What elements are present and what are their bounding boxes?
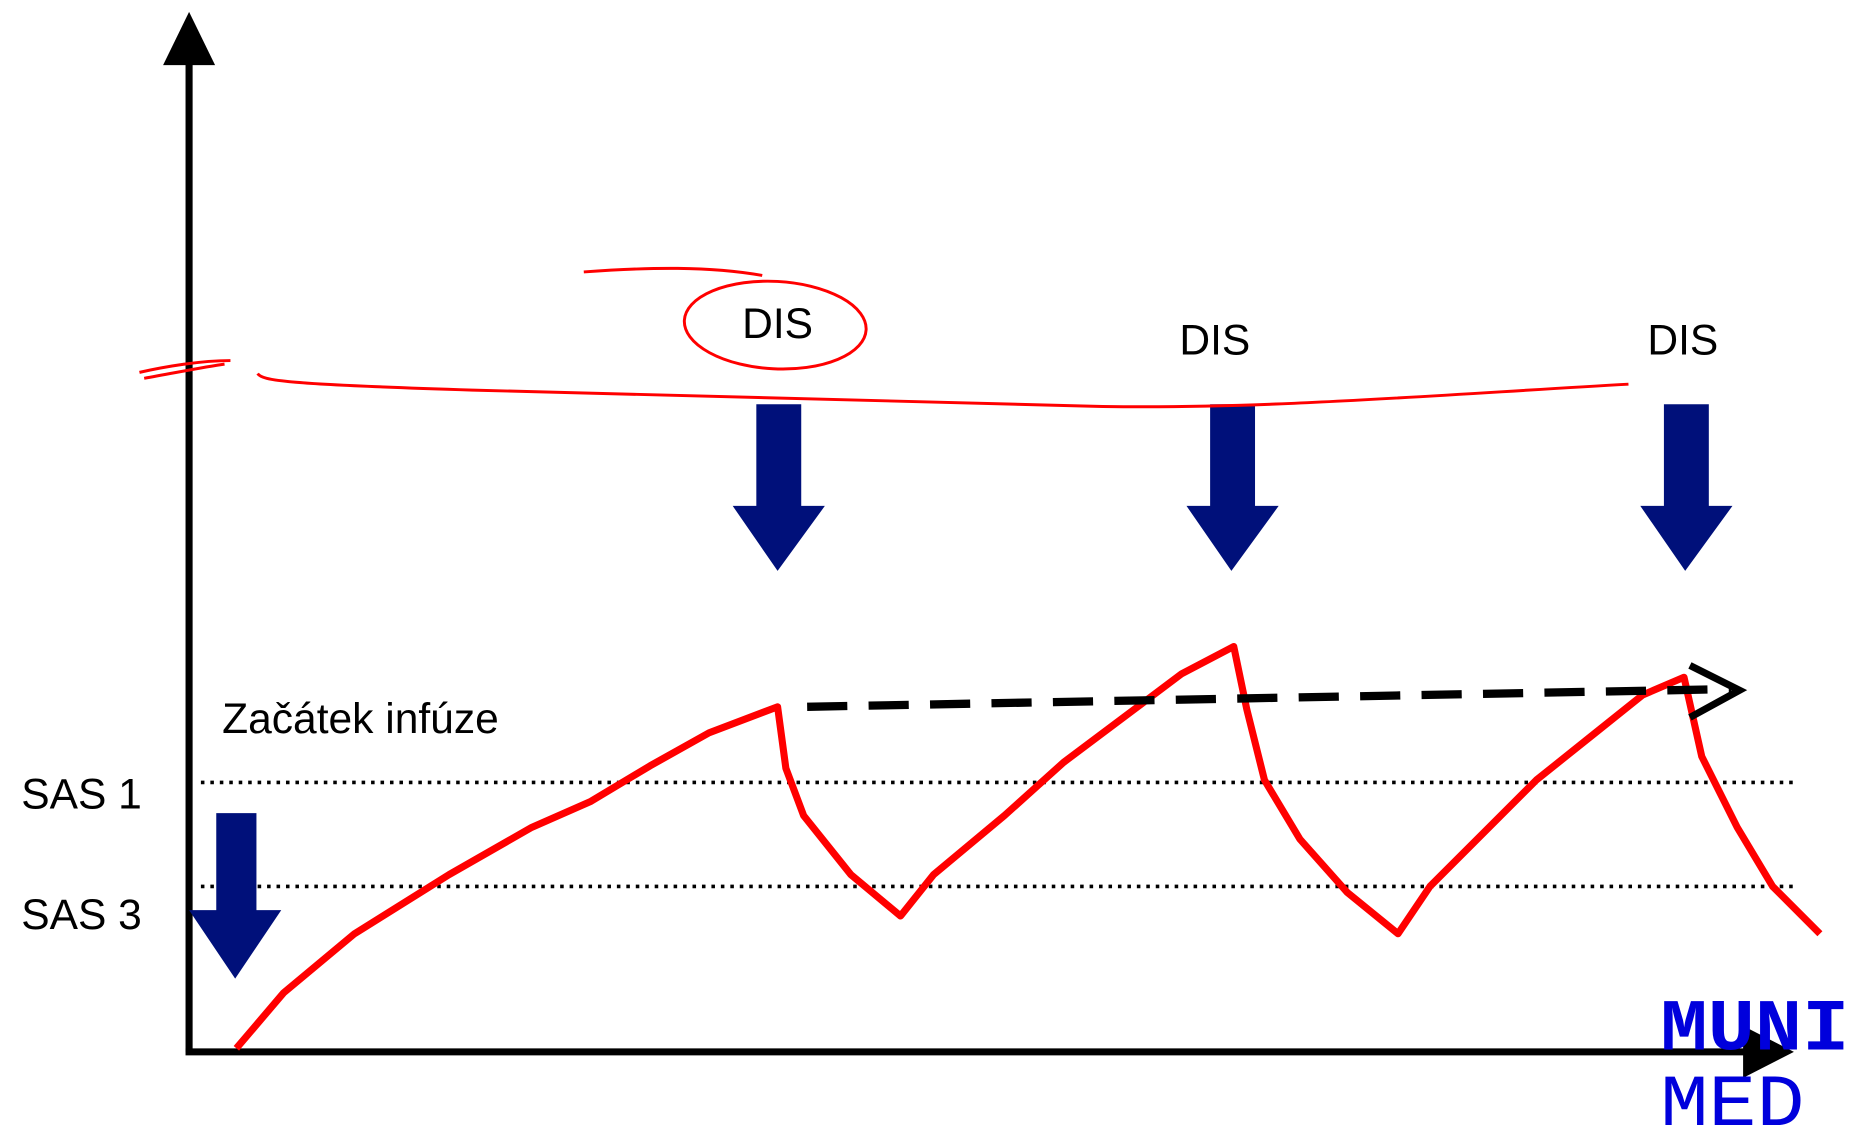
- dose-arrow: [732, 404, 825, 571]
- infusion-start-label: Začátek infúze: [222, 695, 499, 743]
- annotation-stroke: [256, 372, 1629, 409]
- trend-arrowhead: [1688, 662, 1748, 721]
- annotation-stroke: [583, 266, 763, 277]
- logo-muni: MUNI: [1660, 989, 1849, 1072]
- dis-label: DIS: [1179, 317, 1250, 365]
- concentration-curve: [233, 642, 1823, 1051]
- annotation-circle: [682, 279, 868, 371]
- trend-arrow: [807, 684, 1732, 711]
- dose-arrow: [1640, 404, 1733, 571]
- logo-med: MED: [1660, 1064, 1804, 1130]
- dis-label: DIS: [1647, 317, 1718, 365]
- x-axis-arrowhead: [1743, 1025, 1794, 1078]
- dis-label: DIS: [742, 300, 813, 348]
- start-arrow: [189, 813, 282, 979]
- sas1-label: SAS 1: [21, 770, 142, 818]
- y-axis-arrowhead: [163, 11, 216, 66]
- annotation-stroke: [139, 359, 231, 380]
- dose-arrow: [1186, 404, 1279, 571]
- sas3-label: SAS 3: [21, 891, 142, 939]
